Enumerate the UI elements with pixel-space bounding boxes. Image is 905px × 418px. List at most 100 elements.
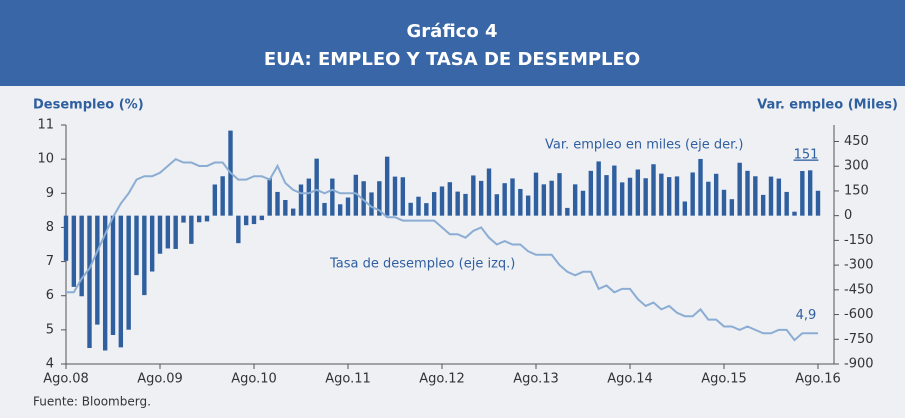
bar [251,215,257,225]
bar [149,215,155,272]
bar [612,165,617,216]
bar [510,178,515,216]
bar [157,215,163,254]
bar [745,170,750,216]
bar [79,215,84,297]
y2-tick-label: -300 [844,258,874,273]
chart-subtitle: EUA: EMPLEO Y TASA DE DESEMPLEO [264,49,640,70]
source: Fuente: Bloomberg. [33,395,151,409]
y2-tick-label: 150 [844,183,869,198]
bar [760,194,766,216]
bar [729,199,735,216]
bar [204,215,210,222]
annotation: Var. empleo en miles (eje der.) [545,138,743,153]
bar [815,190,821,216]
bar [784,191,789,216]
x-tick-label: Ago.12 [419,372,465,387]
y-tick-label: 9 [46,186,54,201]
bar [698,158,703,216]
bar [126,215,131,330]
bar [471,175,476,216]
bar [267,178,272,216]
bar [651,164,656,216]
bar [118,215,124,348]
bar [596,161,601,216]
bar [220,176,225,216]
bar [690,172,695,216]
y-tick-label: 6 [46,288,54,303]
bar [807,170,813,216]
bar [283,199,288,216]
y-tick-label: 10 [37,152,54,167]
y2-tick-label: -600 [844,307,874,322]
bar [134,215,139,276]
y2-tick-label: 450 [844,134,869,149]
bar [102,215,108,351]
bar [525,195,531,216]
bar [298,184,304,216]
bar [243,215,249,226]
bar [110,215,116,335]
bar [377,181,382,216]
annotation: 4,9 [796,308,817,323]
bar [478,180,484,216]
x-tick-label: Ago.08 [43,372,89,387]
bar [682,201,688,216]
bar [502,183,507,216]
bar [463,193,468,216]
bar [236,215,241,244]
x-tick-label: Ago.14 [607,372,653,387]
bar [557,173,562,216]
y-tick-label: 11 [37,118,54,133]
bar [431,192,437,216]
bar [776,178,782,216]
bar [196,215,202,223]
bar [706,181,711,216]
y2-tick-label: 300 [844,159,869,174]
bar [486,168,492,216]
chart-title: Gráfico 4 [407,21,498,42]
y-tick-label: 4 [46,357,54,372]
y2-tick-label: 0 [844,208,852,223]
bar [666,177,672,216]
bar [408,202,413,216]
bar [588,170,594,216]
y2-axis-label: Var. empleo (Miles) [757,98,898,113]
bar [800,170,805,216]
bar [659,173,664,216]
y2-tick-label: -750 [844,332,874,347]
bar [400,177,406,216]
bar [580,190,586,216]
header [0,0,905,86]
bar [619,182,625,216]
bar [63,215,69,261]
bar [721,189,727,216]
bar [439,186,445,216]
bar [643,178,648,216]
bar [259,215,265,221]
bar [384,156,390,216]
x-tick-label: Ago.11 [325,372,371,387]
bar [369,192,374,216]
annotation: 151 [794,148,819,163]
line [66,157,818,342]
bar [361,181,366,216]
y2-tick-label: -450 [844,282,874,297]
bar [713,173,719,216]
x-tick-label: Ago.15 [701,372,747,387]
bar [424,203,429,216]
bar [322,202,327,216]
bar [71,215,77,287]
bar [189,215,194,244]
bar [572,184,578,216]
bar [604,175,609,216]
bar [792,211,797,216]
bar [212,184,218,216]
y-tick-label: 8 [46,220,54,235]
y2-tick-label: -900 [844,357,874,372]
y-tick-label: 5 [46,322,54,337]
x-tick-label: Ago.16 [795,372,841,387]
bar [455,191,460,216]
bar [95,215,100,325]
